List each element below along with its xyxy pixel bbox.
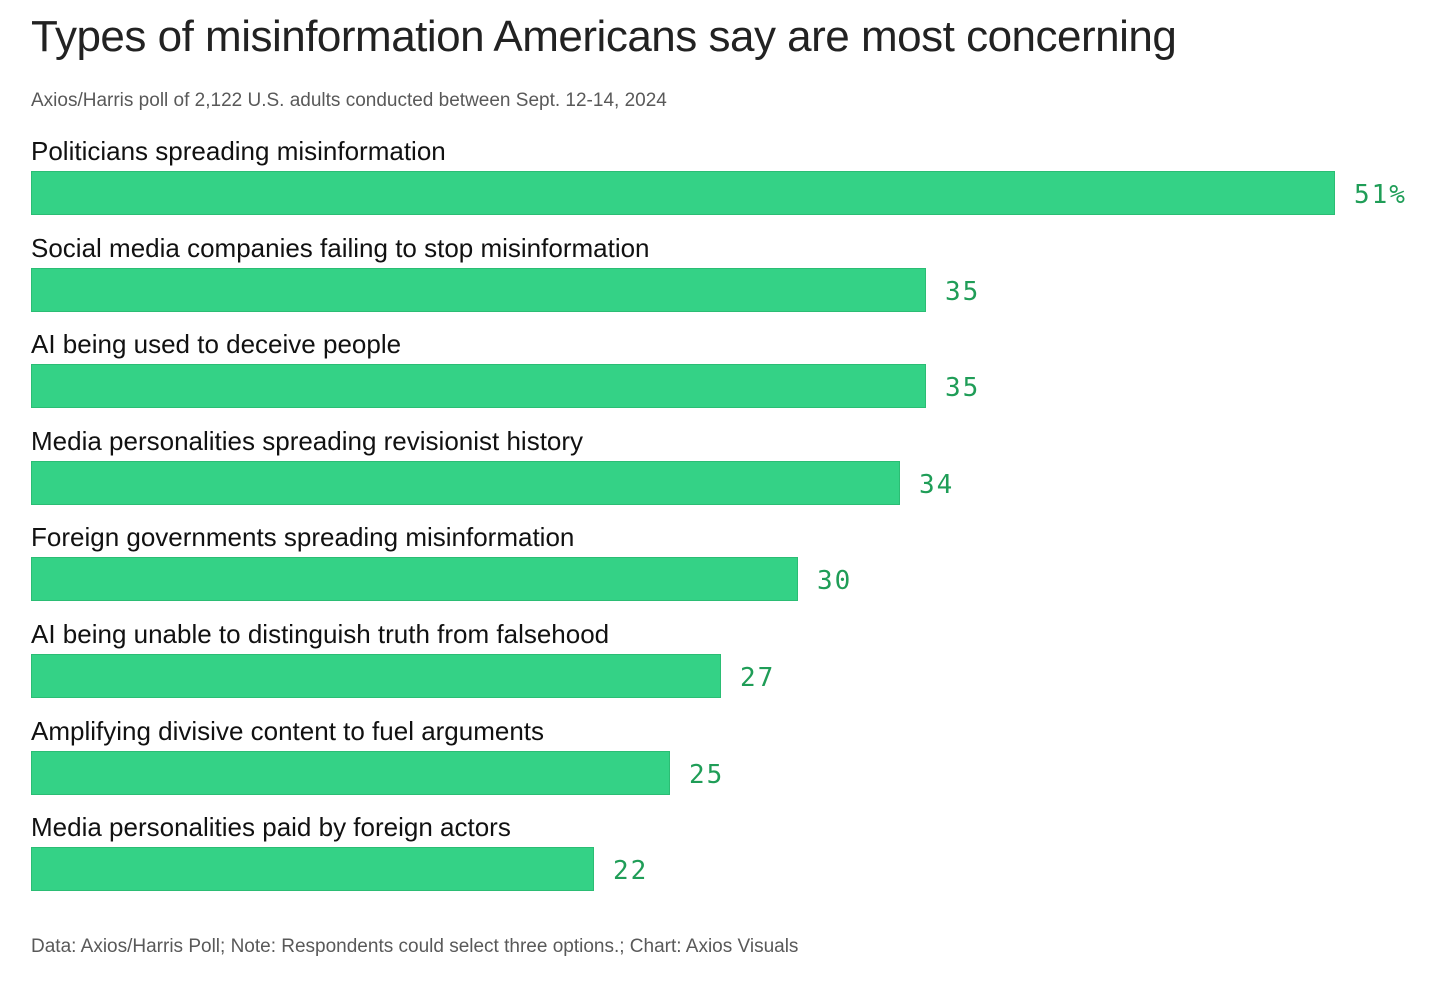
bar-value-label: 22: [613, 856, 649, 886]
bar-chart: Politicians spreading misinformation 51% S…: [31, 134, 1431, 904]
bar-row: AI being used to deceive people 35: [31, 327, 1431, 423]
bar: [31, 847, 594, 891]
bar: [31, 557, 798, 601]
bar-row: Media personalities paid by foreign acto…: [31, 810, 1431, 906]
bar: [31, 268, 926, 312]
chart-title: Types of misinformation Americans say ar…: [31, 12, 1177, 61]
bar-category-label: Politicians spreading misinformation: [31, 136, 446, 166]
bar-value-label: 35: [945, 373, 981, 403]
chart-subtitle: Axios/Harris poll of 2,122 U.S. adults c…: [31, 90, 667, 111]
bar: [31, 171, 1335, 215]
bar-row: Media personalities spreading revisionis…: [31, 424, 1431, 520]
bar-row: Politicians spreading misinformation 51%: [31, 134, 1431, 230]
bar-category-label: AI being unable to distinguish truth fro…: [31, 619, 610, 649]
bar-row: AI being unable to distinguish truth fro…: [31, 617, 1431, 713]
bar-category-label: Foreign governments spreading misinforma…: [31, 522, 575, 552]
bar-category-label: Amplifying divisive content to fuel argu…: [31, 716, 545, 746]
bar-category-label: Media personalities spreading revisionis…: [31, 426, 584, 456]
bar-row: Amplifying divisive content to fuel argu…: [31, 714, 1431, 810]
bar-value-label: 30: [817, 566, 853, 596]
bar-category-label: Media personalities paid by foreign acto…: [31, 812, 511, 842]
bar-row: Social media companies failing to stop m…: [31, 231, 1431, 327]
bar-value-label: 51%: [1354, 180, 1407, 210]
bar-value-label: 34: [919, 470, 955, 500]
bar: [31, 364, 926, 408]
bar-category-label: AI being used to deceive people: [31, 329, 402, 359]
bar-row: Foreign governments spreading misinforma…: [31, 520, 1431, 616]
chart-footer: Data: Axios/Harris Poll; Note: Responden…: [31, 936, 799, 957]
bar: [31, 751, 670, 795]
bar-category-label: Social media companies failing to stop m…: [31, 233, 650, 263]
bar-value-label: 25: [689, 760, 725, 790]
bar: [31, 654, 721, 698]
bar-value-label: 35: [945, 277, 981, 307]
bar: [31, 461, 900, 505]
bar-value-label: 27: [740, 663, 776, 693]
